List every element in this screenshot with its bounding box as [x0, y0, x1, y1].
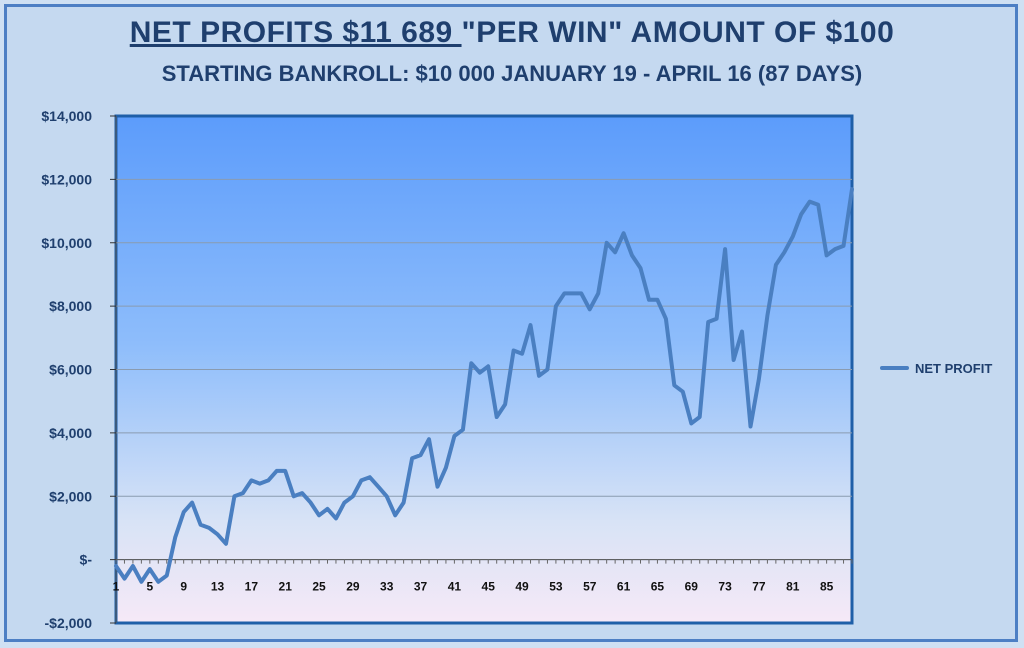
x-tick-label: 1	[113, 580, 120, 594]
x-tick-label: 53	[549, 580, 563, 594]
title-underlined: NET PROFITS $11 689	[129, 16, 462, 49]
net-profit-series-line	[114, 187, 854, 584]
x-tick-label: 49	[515, 580, 529, 594]
title-rest: "PER WIN" AMOUNT OF $100	[461, 16, 895, 49]
x-tick-label: 45	[482, 580, 496, 594]
x-tick-label: 33	[380, 580, 394, 594]
x-tick-label: 65	[651, 580, 665, 594]
x-tick-label: 57	[583, 580, 597, 594]
x-tick-label: 5	[146, 580, 153, 594]
y-tick-label: $2,000	[49, 488, 92, 504]
y-tick-label: -$2,000	[45, 615, 93, 631]
y-tick-label: $10,000	[41, 235, 92, 251]
x-tick-label: 21	[279, 580, 293, 594]
y-tick-label: $14,000	[41, 108, 92, 124]
x-tick-label: 69	[685, 580, 699, 594]
x-tick-label: 17	[245, 580, 259, 594]
y-tick-label: $4,000	[49, 425, 92, 441]
x-tick-label: 41	[448, 580, 462, 594]
chart-title: NET PROFITS $11 689 "PER WIN" AMOUNT OF …	[0, 16, 1024, 50]
chart-subtitle: STARTING BANKROLL: $10 000 JANUARY 19 - …	[161, 61, 863, 86]
x-tick-label: 29	[346, 580, 360, 594]
y-tick-label: $8,000	[49, 298, 92, 314]
y-tick-label: $6,000	[49, 362, 92, 378]
x-tick-label: 73	[718, 580, 732, 594]
legend-label: NET PROFIT	[915, 361, 992, 376]
y-tick-label: $-	[80, 552, 93, 568]
x-tick-label: 81	[786, 580, 800, 594]
x-tick-label: 25	[312, 580, 326, 594]
x-tick-label: 13	[211, 580, 225, 594]
x-tick-label: 77	[752, 580, 766, 594]
x-tick-label: 85	[820, 580, 834, 594]
x-tick-label: 37	[414, 580, 428, 594]
y-tick-label: $12,000	[41, 171, 92, 187]
x-tick-label: 61	[617, 580, 631, 594]
x-tick-label: 9	[180, 580, 187, 594]
